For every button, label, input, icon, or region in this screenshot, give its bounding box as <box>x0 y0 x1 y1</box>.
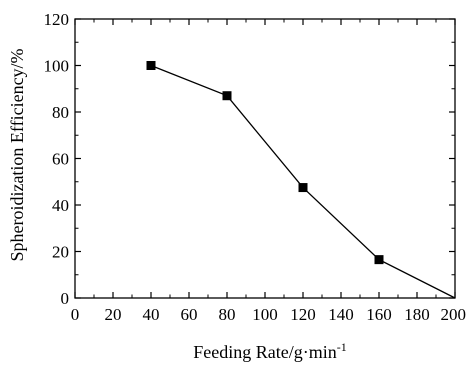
x-tick-label: 100 <box>252 305 278 324</box>
plot-border <box>74 18 456 299</box>
series-line <box>150 64 456 299</box>
y-tick-label: 0 <box>61 289 70 308</box>
data-point <box>222 91 232 101</box>
x-axis-label-superscript: -1 <box>337 340 347 354</box>
x-axis-label-text: Feeding Rate/g·min <box>193 342 336 362</box>
x-tick-label: 200 <box>441 305 467 324</box>
y-axis-label: Spheroidization Efficiency/% <box>7 48 27 261</box>
y-tick-labels: 0 20 40 60 80 100 120 <box>44 10 70 308</box>
data-point <box>374 255 384 265</box>
x-tick-label: 140 <box>328 305 354 324</box>
data-point <box>298 183 308 193</box>
y-tick-label: 80 <box>52 103 69 122</box>
data-point <box>146 61 156 70</box>
y-tick-label: 20 <box>52 243 69 262</box>
x-tick-label: 120 <box>290 305 316 324</box>
x-tick-label: 80 <box>219 305 236 324</box>
y-tick-label: 40 <box>52 196 69 215</box>
x-tick-label: 180 <box>404 305 430 324</box>
x-axis-label: Feeding Rate/g·min-1 <box>193 340 346 362</box>
y-tick-label: 100 <box>44 57 70 76</box>
x-tick-label: 20 <box>105 305 122 324</box>
plot-frame <box>74 18 456 299</box>
x-tick-label: 40 <box>143 305 160 324</box>
x-tick-label: 0 <box>71 305 80 324</box>
axis-ticks <box>74 18 456 299</box>
x-tick-label: 160 <box>366 305 392 324</box>
y-tick-label: 60 <box>52 150 69 169</box>
y-tick-label: 120 <box>44 10 70 29</box>
x-tick-labels: 0 20 40 60 80 100 120 140 160 180 200 <box>71 305 466 324</box>
series-layer <box>146 61 456 299</box>
x-tick-label: 60 <box>181 305 198 324</box>
